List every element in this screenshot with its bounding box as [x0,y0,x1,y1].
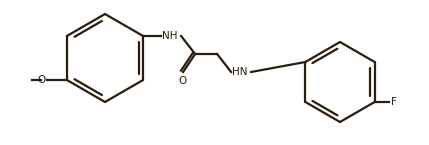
Text: HN: HN [232,67,248,77]
Text: O: O [178,76,186,86]
Text: NH: NH [162,31,178,41]
Text: O: O [38,75,46,85]
Text: F: F [391,97,396,107]
